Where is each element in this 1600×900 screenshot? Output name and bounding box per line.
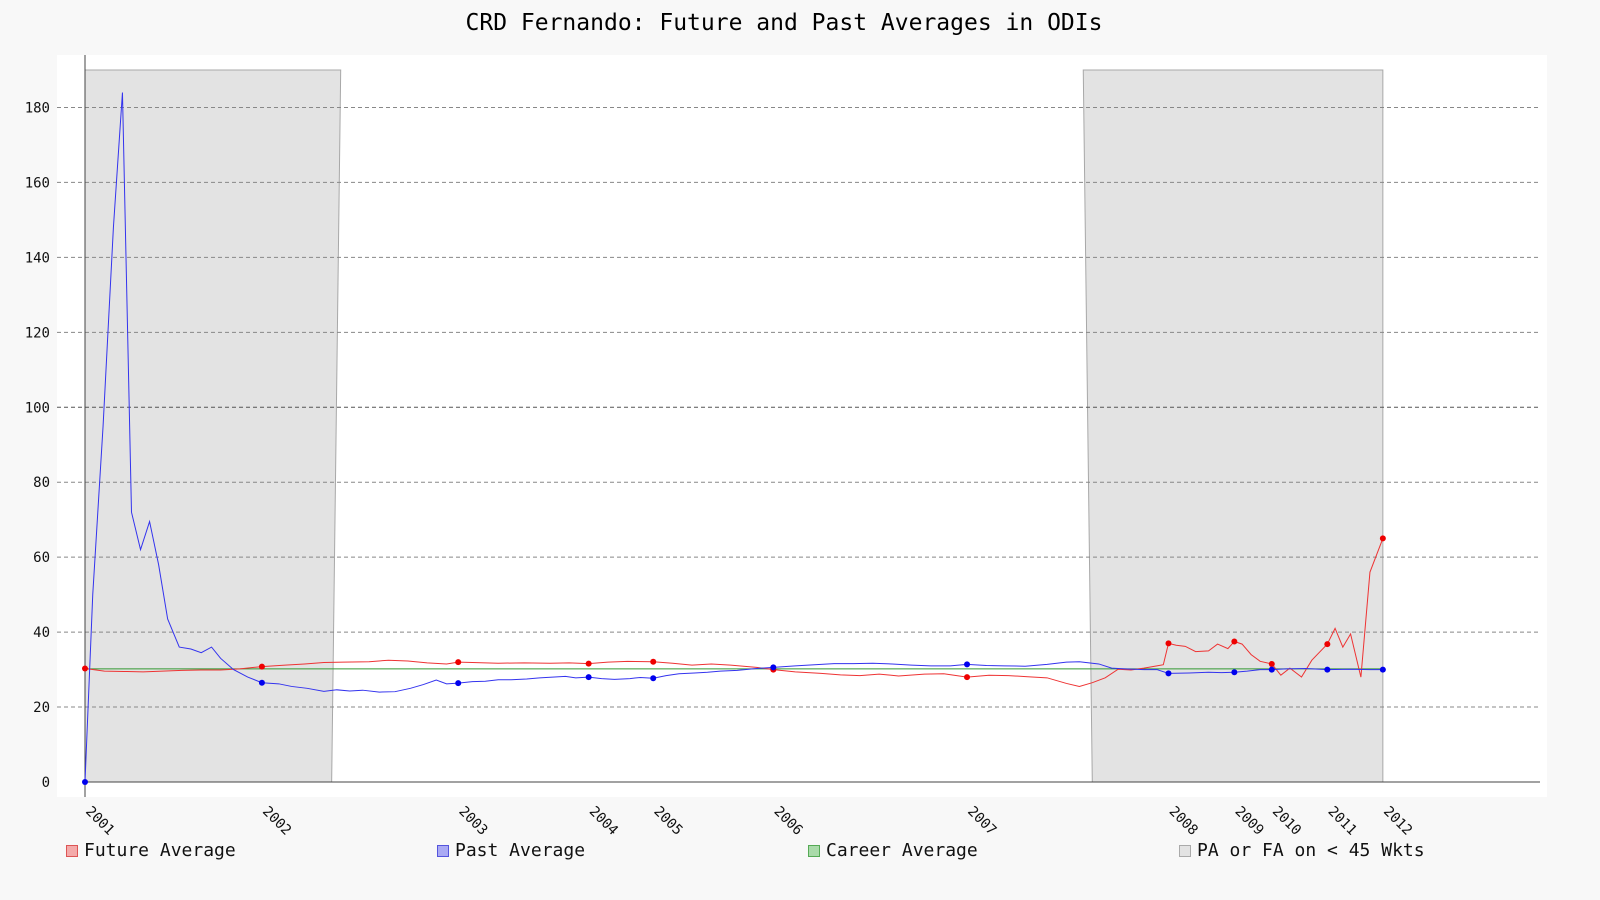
y-tick-label: 160 bbox=[25, 175, 50, 191]
legend-item-career-average: Career Average bbox=[808, 840, 978, 861]
point-past-average bbox=[1379, 666, 1386, 673]
y-tick-label: 0 bbox=[42, 775, 50, 791]
x-tick-label: 2010 bbox=[1269, 804, 1304, 839]
past-average-swatch bbox=[437, 844, 449, 857]
shaded-band-swatch bbox=[1179, 844, 1191, 857]
point-future-average bbox=[1268, 660, 1275, 667]
x-tick-label: 2005 bbox=[650, 804, 685, 839]
legend-item-past-average: Past Average bbox=[437, 840, 585, 861]
legend-label: Past Average bbox=[455, 840, 586, 861]
point-future-average bbox=[1231, 638, 1238, 645]
legend-label: Future Average bbox=[84, 840, 236, 861]
x-tick-label: 2008 bbox=[1166, 804, 1201, 839]
y-tick-label: 120 bbox=[25, 325, 50, 341]
y-tick-label: 40 bbox=[33, 625, 50, 641]
x-tick-label: 2001 bbox=[82, 804, 117, 839]
point-past-average bbox=[964, 661, 971, 668]
point-past-average bbox=[770, 664, 777, 671]
series-line-future-average bbox=[84, 538, 1384, 687]
point-future-average bbox=[258, 663, 265, 670]
x-tick-label: 2006 bbox=[770, 804, 805, 839]
y-tick-label: 20 bbox=[33, 700, 50, 716]
x-tick-label: 2002 bbox=[259, 804, 294, 839]
point-past-average bbox=[1165, 670, 1172, 677]
y-tick-label: 80 bbox=[33, 475, 50, 491]
y-tick-label: 140 bbox=[25, 250, 50, 266]
y-tick-label: 60 bbox=[33, 550, 50, 566]
point-past-average bbox=[258, 679, 265, 686]
point-past-average bbox=[1324, 666, 1331, 673]
legend-label: Career Average bbox=[826, 840, 978, 861]
chart-title: CRD Fernando: Future and Past Averages i… bbox=[465, 10, 1103, 36]
point-future-average bbox=[1324, 641, 1331, 648]
point-future-average bbox=[650, 658, 657, 665]
point-future-average bbox=[1379, 535, 1386, 542]
point-past-average bbox=[82, 779, 88, 785]
point-future-average bbox=[82, 665, 88, 672]
x-tick-label: 2012 bbox=[1380, 804, 1415, 839]
y-tick-label: 180 bbox=[25, 100, 50, 116]
chart-legend: Future Average Past Average Career Avera… bbox=[0, 840, 1568, 866]
legend-item-shaded-band: PA or FA on < 45 Wkts bbox=[1179, 840, 1425, 861]
point-past-average bbox=[650, 675, 657, 682]
x-tick-label: 2007 bbox=[964, 804, 999, 839]
point-future-average bbox=[964, 674, 971, 681]
future-average-swatch bbox=[66, 844, 78, 857]
chart-plot: 0 20 40 60 80 100 120 140 160 180 2001 2002 2003 200… bbox=[24, 55, 1540, 839]
point-future-average bbox=[1165, 640, 1172, 647]
x-tick-label: 2009 bbox=[1232, 804, 1267, 839]
x-tick-label: 2011 bbox=[1325, 804, 1360, 839]
point-future-average bbox=[455, 659, 462, 666]
x-tick-label: 2003 bbox=[455, 804, 490, 839]
x-tick-label: 2004 bbox=[586, 804, 621, 839]
career-average-swatch bbox=[808, 844, 820, 857]
point-past-average bbox=[1268, 666, 1275, 673]
point-future-average bbox=[585, 660, 592, 667]
legend-label: PA or FA on < 45 Wkts bbox=[1197, 840, 1425, 861]
series-line-past-average bbox=[84, 92, 1383, 783]
point-past-average bbox=[455, 680, 462, 687]
point-past-average bbox=[1231, 669, 1238, 676]
legend-item-future-average: Future Average bbox=[66, 840, 236, 861]
point-past-average bbox=[585, 674, 592, 681]
y-tick-label: 100 bbox=[25, 400, 50, 416]
